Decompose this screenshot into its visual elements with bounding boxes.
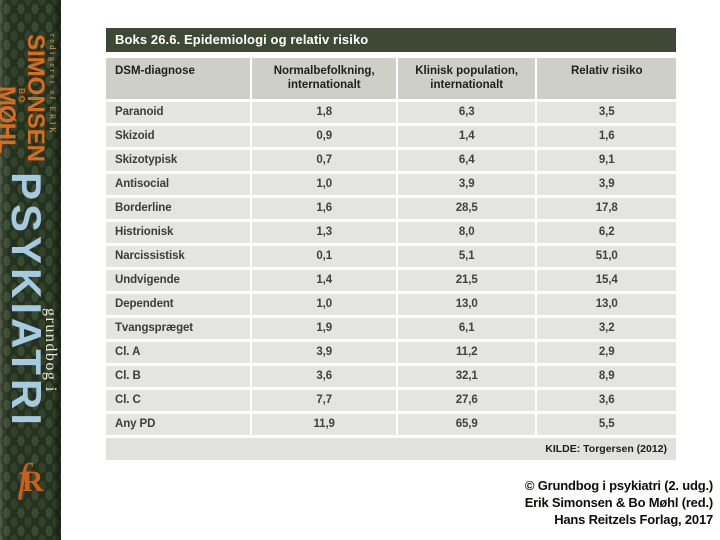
row-value: 3,2	[537, 318, 676, 339]
column-header-dsm: DSM-diagnose	[106, 58, 251, 99]
row-label: Skizotypisk	[106, 150, 251, 171]
row-value: 1,6	[252, 198, 396, 219]
row-value: 3,5	[537, 102, 676, 123]
column-header-relative-risk: Relativ risiko	[537, 58, 676, 99]
row-value: 1,4	[252, 270, 396, 291]
row-label: Tvangspræget	[106, 318, 251, 339]
row-value: 1,3	[252, 222, 396, 243]
row-value: 5,1	[397, 246, 536, 267]
spine-authors: redigeret af ERIK SIMONSEN BO MØHL	[0, 34, 57, 162]
row-value: 8,9	[537, 366, 676, 387]
book-spine: redigeret af ERIK SIMONSEN BO MØHL grund…	[0, 0, 61, 540]
row-value: 11,2	[397, 342, 536, 363]
row-value: 2,9	[537, 342, 676, 363]
row-value: 8,0	[397, 222, 536, 243]
row-value: 3,6	[537, 390, 676, 411]
row-value: 21,5	[397, 270, 536, 291]
row-value: 6,1	[397, 318, 536, 339]
spine-title-block: grundbog i PSYKIATRI	[3, 172, 59, 429]
row-value: 6,2	[537, 222, 676, 243]
row-label: Antisocial	[106, 174, 251, 195]
row-label: Cl. A	[106, 342, 251, 363]
row-value: 6,3	[397, 102, 536, 123]
row-value: 9,1	[537, 150, 676, 171]
row-label: Narcissistisk	[106, 246, 251, 267]
box-title: Boks 26.6. Epidemiologi og relativ risik…	[106, 28, 676, 52]
row-value: 1,0	[252, 174, 396, 195]
table-source: KILDE: Torgersen (2012)	[106, 438, 676, 460]
row-value: 65,9	[397, 414, 536, 435]
row-value: 32,1	[397, 366, 536, 387]
row-label: Borderline	[106, 198, 251, 219]
row-value: 1,9	[252, 318, 396, 339]
row-label: Cl. B	[106, 366, 251, 387]
row-value: 11,9	[252, 414, 396, 435]
row-value: 3,6	[252, 366, 396, 387]
row-value: 51,0	[537, 246, 676, 267]
spine-edited-by: redigeret af ERIK	[48, 34, 57, 136]
row-value: 7,7	[252, 390, 396, 411]
publisher-logo-icon: fR	[17, 455, 44, 500]
copyright-credit: © Grundbog i psykiatri (2. udg.) Erik Si…	[525, 477, 713, 528]
row-value: 3,9	[537, 174, 676, 195]
row-value: 3,9	[252, 342, 396, 363]
spine-author-moehl: MØHL	[0, 86, 20, 153]
row-value: 17,8	[537, 198, 676, 219]
row-value: 0,1	[252, 246, 396, 267]
row-value: 0,9	[252, 126, 396, 147]
epidemiology-box: Boks 26.6. Epidemiologi og relativ risik…	[106, 28, 676, 460]
row-value: 13,0	[537, 294, 676, 315]
row-label: Histrionisk	[106, 222, 251, 243]
row-value: 1,0	[252, 294, 396, 315]
row-value: 3,9	[397, 174, 536, 195]
row-label: Skizoid	[106, 126, 251, 147]
row-label: Any PD	[106, 414, 251, 435]
row-label: Dependent	[106, 294, 251, 315]
row-value: 13,0	[397, 294, 536, 315]
column-header-normal: Normalbefolkning, internationalt	[252, 58, 396, 99]
row-value: 1,8	[252, 102, 396, 123]
row-value: 5,5	[537, 414, 676, 435]
row-value: 0,7	[252, 150, 396, 171]
credit-line-2: Erik Simonsen & Bo Møhl (red.)	[524, 495, 713, 510]
epidemiology-table: DSM-diagnose Normalbefolkning, internati…	[106, 58, 676, 460]
row-value: 28,5	[397, 198, 536, 219]
credit-line-1: © Grundbog i psykiatri (2. udg.)	[524, 478, 713, 493]
row-value: 27,6	[397, 390, 536, 411]
row-value: 15,4	[537, 270, 676, 291]
row-label: Cl. C	[106, 390, 251, 411]
row-label: Undvigende	[106, 270, 251, 291]
row-value: 1,4	[397, 126, 536, 147]
credit-line-3: Hans Reitzels Forlag, 2017	[554, 512, 713, 527]
row-value: 1,6	[537, 126, 676, 147]
row-label: Paranoid	[106, 102, 251, 123]
row-value: 6,4	[397, 150, 536, 171]
column-header-clinical: Klinisk population, internationalt	[397, 58, 536, 99]
spine-book-title: PSYKIATRI	[3, 172, 50, 429]
